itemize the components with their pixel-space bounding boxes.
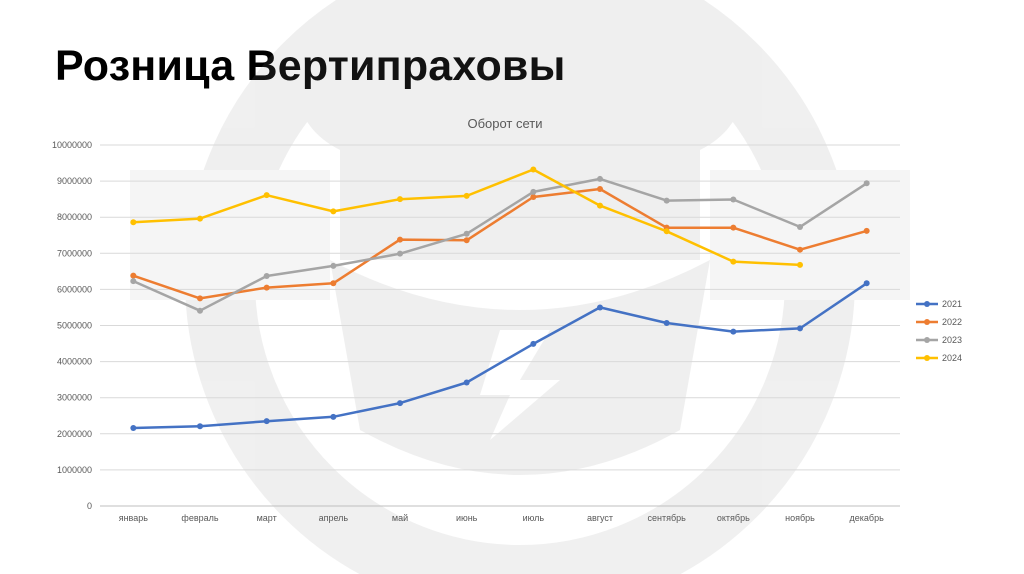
- y-tick-label: 3000000: [57, 393, 92, 403]
- x-tick-label: июнь: [456, 513, 478, 523]
- x-tick-label: апрель: [319, 513, 349, 523]
- data-point: [863, 280, 870, 287]
- data-point: [663, 319, 670, 326]
- chart-legend: 2021 2022 2023 2024: [916, 299, 962, 363]
- x-tick-label: декабрь: [850, 513, 885, 523]
- data-point: [397, 236, 403, 243]
- data-point: [197, 295, 203, 302]
- x-tick-label: октябрь: [717, 513, 750, 523]
- data-point: [197, 423, 203, 430]
- y-tick-label: 2000000: [57, 429, 92, 439]
- data-point: [797, 261, 803, 268]
- slide-title: Розница Вертипраховы: [55, 42, 565, 90]
- y-tick-label: 5000000: [57, 321, 92, 331]
- y-tick-label: 9000000: [57, 176, 92, 186]
- x-axis: январь февраль март апрель май июнь июль август…: [119, 513, 884, 523]
- x-tick-label: сентябрь: [648, 513, 687, 523]
- series-line: [132, 177, 868, 312]
- y-tick-label: 10000000: [52, 140, 92, 150]
- data-point: [530, 188, 537, 195]
- legend-swatch-marker: [924, 355, 930, 361]
- data-point: [863, 227, 870, 234]
- legend-label: 2021: [942, 299, 962, 309]
- data-point: [130, 425, 137, 432]
- y-axis: 0 1000000 2000000 3000000 4000000 5000000 6000…: [52, 140, 92, 511]
- data-point: [663, 228, 670, 235]
- x-tick-label: август: [587, 513, 613, 523]
- legend-item: 2021: [916, 299, 962, 309]
- series-2024: [130, 166, 803, 268]
- background-watermark-emblem: [130, 0, 910, 574]
- data-point: [463, 192, 470, 199]
- data-point: [597, 175, 603, 182]
- data-point: [130, 272, 137, 279]
- data-point: [330, 262, 337, 269]
- series-line: [132, 187, 868, 300]
- data-point: [530, 166, 537, 173]
- data-point: [263, 284, 270, 291]
- data-point: [730, 258, 737, 265]
- data-point: [863, 180, 870, 187]
- legend-item: 2022: [916, 317, 962, 327]
- data-point: [730, 224, 737, 231]
- x-tick-label: март: [257, 513, 277, 523]
- y-tick-label: 8000000: [57, 212, 92, 222]
- x-tick-label: ноябрь: [785, 513, 815, 523]
- data-point: [463, 379, 470, 386]
- data-point: [797, 223, 803, 230]
- data-point: [463, 230, 470, 237]
- data-point: [263, 418, 270, 425]
- x-tick-label: январь: [119, 513, 149, 523]
- y-tick-label: 1000000: [57, 465, 92, 475]
- data-point: [397, 400, 403, 407]
- data-point: [330, 208, 337, 215]
- x-tick-label: февраль: [181, 513, 218, 523]
- series-2023: [130, 175, 870, 314]
- series-line: [132, 282, 868, 430]
- y-tick-label: 7000000: [57, 248, 92, 258]
- data-point: [797, 325, 803, 332]
- series-2022: [130, 186, 870, 302]
- data-point: [730, 196, 737, 203]
- legend-label: 2022: [942, 317, 962, 327]
- data-point: [530, 193, 537, 200]
- x-tick-label: май: [392, 513, 408, 523]
- data-point: [130, 219, 137, 226]
- legend-swatch-marker: [924, 337, 930, 343]
- legend-swatch-marker: [924, 301, 930, 307]
- data-point: [530, 340, 537, 347]
- data-point: [797, 246, 803, 253]
- data-point: [663, 197, 670, 204]
- data-point: [463, 237, 470, 244]
- legend-label: 2023: [942, 335, 962, 345]
- data-point: [397, 196, 403, 203]
- data-point: [597, 186, 603, 193]
- chart-gridlines: [100, 144, 900, 507]
- chart-title: Оборот сети: [467, 116, 542, 131]
- data-point: [197, 215, 203, 222]
- data-point: [263, 273, 270, 280]
- data-point: [263, 192, 270, 199]
- series-2021: [130, 280, 870, 432]
- legend-swatch-marker: [924, 319, 930, 325]
- legend-label: 2024: [942, 353, 962, 363]
- data-point: [397, 250, 403, 257]
- data-point: [597, 202, 603, 209]
- chart-series: [130, 166, 870, 432]
- data-point: [130, 278, 137, 285]
- x-tick-label: июль: [523, 513, 545, 523]
- y-tick-label: 0: [87, 501, 92, 511]
- y-tick-label: 4000000: [57, 357, 92, 367]
- data-point: [330, 280, 337, 287]
- legend-item: 2024: [916, 353, 962, 363]
- y-tick-label: 6000000: [57, 284, 92, 294]
- data-point: [597, 304, 603, 311]
- data-point: [330, 413, 337, 420]
- legend-item: 2023: [916, 335, 962, 345]
- data-point: [197, 307, 203, 314]
- data-point: [730, 328, 737, 335]
